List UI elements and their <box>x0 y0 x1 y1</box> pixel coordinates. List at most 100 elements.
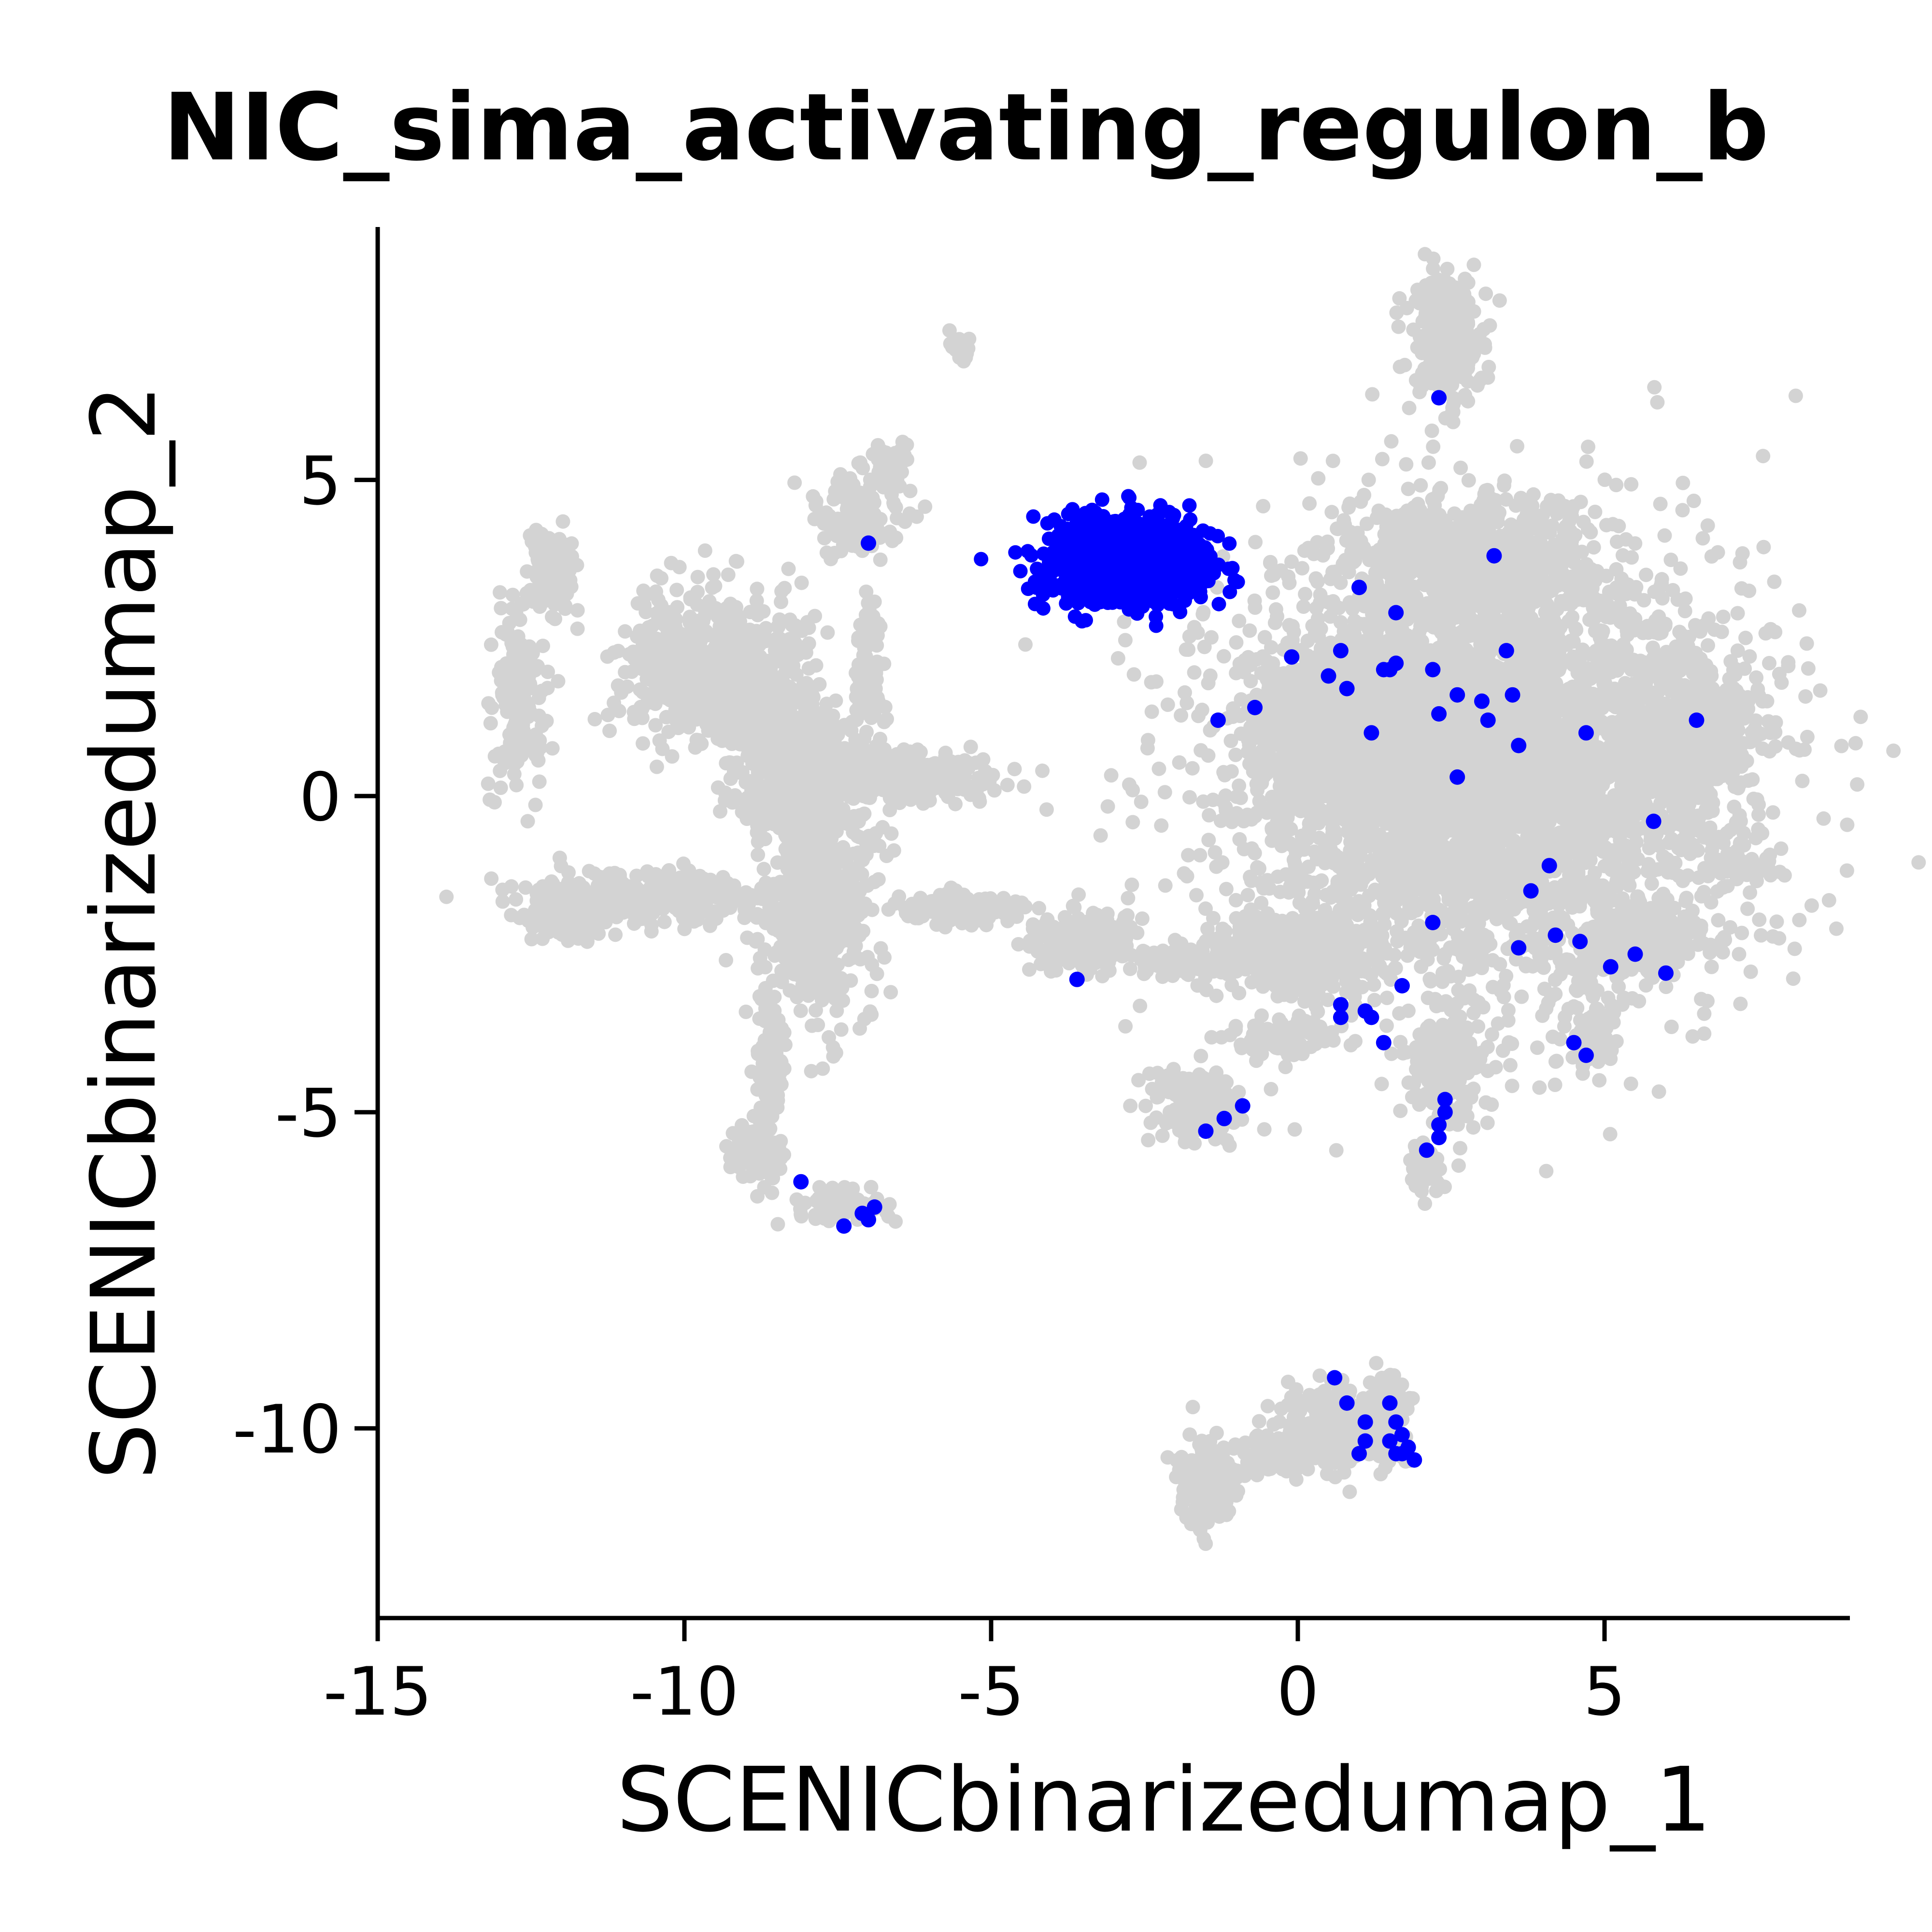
inactive-point <box>819 1190 834 1205</box>
inactive-point <box>824 876 839 891</box>
inactive-point <box>528 797 543 812</box>
inactive-point <box>483 716 498 731</box>
inactive-point <box>839 753 854 768</box>
inactive-point <box>1231 1085 1246 1100</box>
inactive-point <box>1254 1008 1269 1023</box>
inactive-point <box>766 1171 781 1186</box>
inactive-point <box>820 625 835 640</box>
inactive-point <box>587 712 602 726</box>
inactive-point <box>564 921 578 936</box>
inactive-point <box>753 951 767 966</box>
inactive-point <box>1410 340 1425 355</box>
inactive-point <box>733 664 748 679</box>
inactive-point <box>713 604 728 619</box>
inactive-point <box>770 1217 785 1232</box>
inactive-point <box>848 534 863 549</box>
inactive-point <box>901 909 916 923</box>
inactive-point <box>739 811 754 826</box>
inactive-point <box>850 516 865 531</box>
inactive-point <box>788 618 803 633</box>
inactive-point <box>709 671 724 686</box>
inactive-point <box>528 748 543 763</box>
inactive-point <box>736 1169 751 1184</box>
inactive-point <box>794 575 809 590</box>
inactive-point <box>749 660 764 675</box>
inactive-point <box>868 666 883 681</box>
inactive-point <box>765 1185 780 1200</box>
inactive-point <box>505 587 520 602</box>
inactive-point <box>541 557 556 572</box>
inactive-point <box>605 873 620 888</box>
inactive-point <box>493 585 507 600</box>
inactive-point <box>1052 936 1067 951</box>
inactive-point <box>944 881 959 895</box>
inactive-point <box>532 599 547 614</box>
inactive-point <box>902 506 917 521</box>
inactive-point <box>648 718 663 733</box>
inactive-point <box>1198 454 1213 469</box>
inactive-point <box>510 705 525 720</box>
inactive-point <box>1123 1098 1138 1113</box>
inactive-point <box>1464 336 1479 351</box>
inactive-point <box>602 724 617 739</box>
inactive-point <box>654 571 668 586</box>
inactive-point <box>780 661 795 676</box>
inactive-point <box>484 871 499 886</box>
inactive-point <box>793 1003 808 1018</box>
inactive-point <box>494 601 509 616</box>
inactive-point <box>569 905 584 920</box>
inactive-point <box>937 766 952 781</box>
inactive-point <box>1448 392 1463 407</box>
inactive-point <box>1051 953 1065 968</box>
inactive-point <box>762 997 777 1012</box>
inactive-point <box>766 729 781 744</box>
inactive-point <box>952 350 967 365</box>
inactive-point <box>708 579 723 594</box>
inactive-point <box>1399 300 1414 315</box>
inactive-point <box>872 525 887 540</box>
inactive-point <box>1029 919 1044 934</box>
inactive-point <box>725 1126 740 1141</box>
inactive-point <box>860 630 875 645</box>
inactive-point <box>504 682 519 697</box>
inactive-point <box>890 455 905 470</box>
inactive-point <box>1424 367 1439 382</box>
inactive-point <box>1104 768 1119 783</box>
inactive-point <box>755 786 770 801</box>
inactive-point <box>1035 763 1050 778</box>
inactive-point <box>750 1082 765 1097</box>
inactive-point <box>558 601 573 616</box>
inactive-point <box>1451 1158 1466 1173</box>
inactive-point <box>1068 929 1083 944</box>
inactive-cell-points <box>439 247 1926 1551</box>
inactive-point <box>893 443 908 458</box>
inactive-point <box>525 646 540 661</box>
inactive-point <box>737 1151 752 1166</box>
inactive-point <box>739 1004 753 1019</box>
inactive-point <box>1134 795 1149 810</box>
inactive-point <box>1664 1020 1679 1034</box>
inactive-point <box>700 905 715 920</box>
inactive-point <box>1644 876 1659 891</box>
inactive-point <box>753 721 768 736</box>
inactive-point <box>614 685 629 700</box>
inactive-point <box>721 568 736 582</box>
inactive-point <box>1477 340 1492 355</box>
inactive-point <box>935 916 950 931</box>
inactive-point <box>1130 925 1145 940</box>
inactive-point <box>1391 319 1406 334</box>
inactive-point <box>836 993 851 1008</box>
inactive-point <box>833 484 848 498</box>
inactive-point <box>729 610 744 625</box>
inactive-point <box>1155 1128 1170 1143</box>
inactive-point <box>859 724 874 739</box>
inactive-point <box>751 1122 766 1137</box>
inactive-point <box>845 1181 860 1196</box>
inactive-point <box>750 1189 765 1204</box>
inactive-point <box>749 593 764 608</box>
inactive-point <box>1171 954 1186 969</box>
inactive-point <box>559 570 574 585</box>
inactive-point <box>1804 898 1819 913</box>
inactive-point <box>555 514 570 529</box>
inactive-point <box>858 835 873 850</box>
